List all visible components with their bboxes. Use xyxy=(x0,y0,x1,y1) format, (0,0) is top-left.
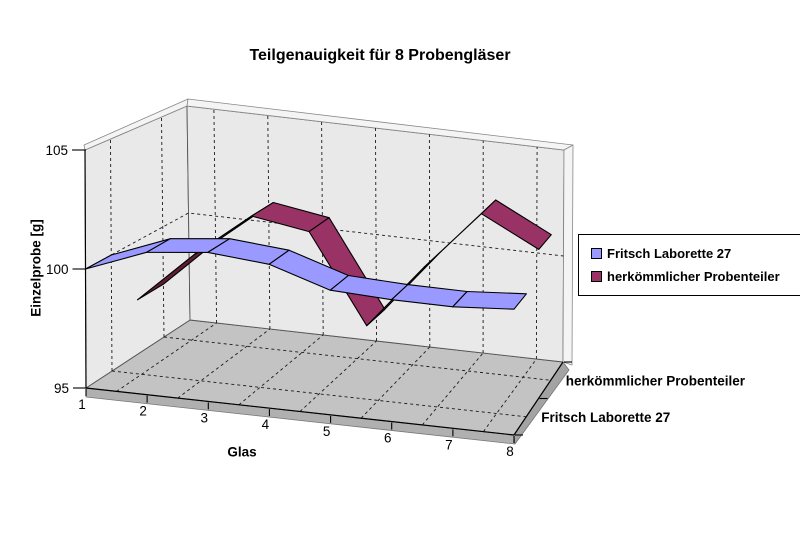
depth-axis xyxy=(513,361,564,436)
depth-axis-label: Fritsch Laborette 27 xyxy=(541,410,670,425)
category-tick-label: 6 xyxy=(384,431,392,446)
category-gridline-floor xyxy=(299,340,377,412)
legend-item-label: herkömmlicher Probenteiler xyxy=(607,269,780,284)
category-tick-label: 1 xyxy=(78,397,86,412)
y-axis-title: Einzelprobe [g] xyxy=(28,219,44,317)
category-tick-label: 5 xyxy=(323,424,331,439)
category-gridline-floor xyxy=(360,346,431,419)
category-tick-label: 2 xyxy=(139,404,147,419)
category-gridline-floor xyxy=(483,358,537,432)
x-axis-title: Glas xyxy=(227,444,257,460)
value-tick-label: 100 xyxy=(46,262,69,277)
legend-item-label: Fritsch Laborette 27 xyxy=(607,246,732,261)
legend-item: herkömmlicher Probenteiler xyxy=(591,265,800,288)
value-tick-label: 95 xyxy=(54,381,69,396)
category-axis xyxy=(85,387,515,436)
value-gridline xyxy=(85,212,564,270)
back-wall-right-rim xyxy=(562,144,574,366)
legend-item: Fritsch Laborette 27 xyxy=(591,242,800,265)
category-gridline-floor xyxy=(238,334,324,406)
category-tick-label: 7 xyxy=(445,437,453,452)
value-tick-label: 105 xyxy=(45,143,68,158)
legend: Fritsch Laborette 27 herkömmlicher Probe… xyxy=(578,234,800,296)
series-2-swatch xyxy=(591,271,602,282)
category-gridline-floor xyxy=(177,328,271,399)
series-gridline-wall xyxy=(161,116,165,338)
category-gridline-floor xyxy=(116,322,217,392)
depth-axis-label: herkömmlicher Probenteiler xyxy=(566,373,746,388)
category-tick-label: 8 xyxy=(506,444,514,459)
ribbon-segment-series-1 xyxy=(452,290,527,310)
category-tick-label: 3 xyxy=(201,410,209,425)
category-gridline-wall xyxy=(535,146,538,360)
ribbon-segment-series-2 xyxy=(480,199,552,250)
series-1-swatch xyxy=(591,248,602,259)
back-wall xyxy=(186,105,565,363)
chart-title: Teilgenauigkeit für 8 Probengläser xyxy=(249,47,511,64)
category-gridline-floor xyxy=(421,352,484,426)
category-tick-label: 4 xyxy=(262,417,270,432)
